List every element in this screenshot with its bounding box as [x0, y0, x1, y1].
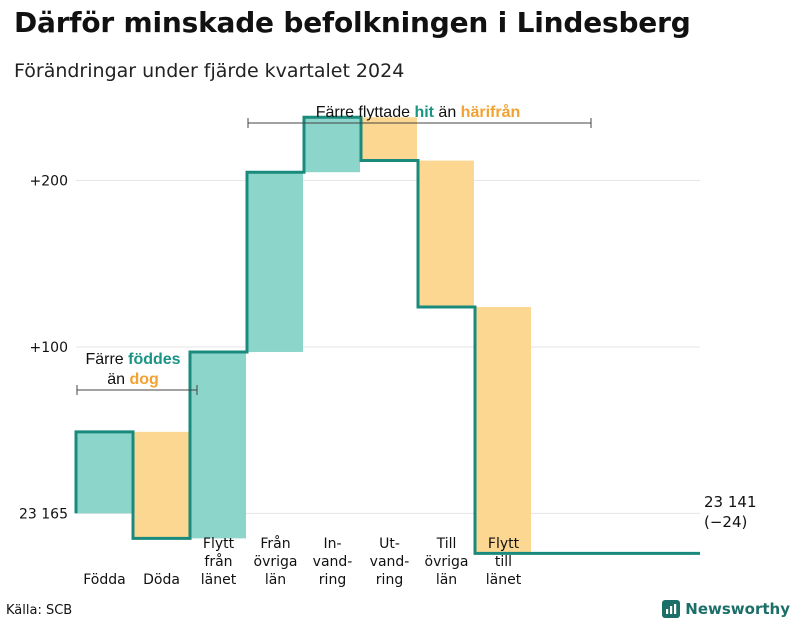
bar — [476, 307, 531, 554]
category-label-line: länet — [201, 572, 237, 588]
annotations: Färre föddes än dog Färre flyttade hit ä… — [76, 103, 592, 395]
y-tick-label: 23 165 — [19, 506, 68, 522]
y-tick-label: +100 — [30, 340, 68, 356]
annotation-births-deaths-line1: Färre föddes — [85, 351, 180, 368]
category-label-line: övriga — [425, 554, 469, 570]
category-label-line: Från — [260, 535, 290, 552]
annotation-births-deaths-text-d: dog — [129, 371, 158, 388]
bar — [305, 117, 360, 173]
category-label-line: övriga — [254, 554, 298, 570]
annotation-migration-text-c: än — [434, 104, 461, 121]
brand-name: Newsworthy — [685, 600, 790, 618]
category-label-line: In- — [323, 536, 341, 552]
newsworthy-icon — [662, 600, 681, 618]
category-label-line: ring — [319, 572, 346, 588]
chart-subtitle: Förändringar under fjärde kvartalet 2024 — [14, 60, 405, 82]
y-tick-label: +200 — [30, 174, 68, 190]
end-change-label: (−24) — [704, 513, 747, 531]
y-tick-labels: 23 165 +100 +200 — [19, 174, 68, 523]
bar — [191, 351, 246, 539]
annotation-migration-text-a: Färre flyttade — [316, 104, 415, 121]
bar — [362, 117, 417, 161]
annotation-migration-text-d: härifrån — [461, 103, 521, 121]
step-line — [74, 115, 700, 555]
bar — [77, 431, 132, 514]
annotation-births-deaths-text-c: än — [107, 371, 129, 388]
annotation-births-deaths-text-b: föddes — [128, 351, 181, 368]
category-label-line: vand- — [313, 554, 353, 570]
brand-logo[interactable]: Newsworthy — [662, 600, 790, 618]
category-label-line: län — [436, 572, 457, 588]
cumulative-step-line — [74, 115, 700, 555]
category-label-line: Till — [436, 536, 457, 552]
category-label: Döda — [143, 572, 180, 588]
annotation-births-deaths-text-a: Färre — [85, 351, 128, 368]
category-label: Till övriga län — [425, 536, 469, 588]
category-label-line: Döda — [143, 572, 180, 588]
bar — [419, 160, 474, 308]
category-label-line: ring — [376, 572, 403, 588]
category-label-line: Födda — [83, 572, 125, 588]
category-label: In-vand-ring — [313, 536, 353, 588]
annotation-births-deaths-line2: än dog — [107, 371, 159, 388]
bars — [77, 117, 531, 554]
category-label: Flytt till länet — [486, 536, 522, 588]
category-label-line: från — [204, 553, 232, 570]
source-label: Källa: SCB — [6, 603, 73, 618]
category-label: Ut-vand-ring — [370, 536, 410, 588]
category-label: Flytt från länet — [201, 536, 237, 588]
category-label-line: Flytt — [203, 536, 235, 552]
category-label-line: vand- — [370, 554, 410, 570]
category-label-line: till — [495, 554, 512, 570]
category-label-line: län — [265, 572, 286, 588]
category-label: Födda — [83, 572, 125, 588]
category-label-line: Ut- — [379, 536, 400, 552]
annotation-migration-text-b: hit — [414, 104, 434, 121]
end-labels: 23 141 (−24) — [704, 493, 757, 531]
annotation-migration: Färre flyttade hit än härifrån — [316, 103, 521, 121]
category-label-line: länet — [486, 572, 522, 588]
bar — [134, 431, 189, 539]
chart-title: Därför minskade befolkningen i Lindesber… — [14, 6, 691, 39]
category-label: Från övriga län — [254, 535, 298, 588]
bar — [248, 172, 303, 352]
end-value-label: 23 141 — [704, 493, 757, 511]
category-label-line: Flytt — [488, 536, 520, 552]
